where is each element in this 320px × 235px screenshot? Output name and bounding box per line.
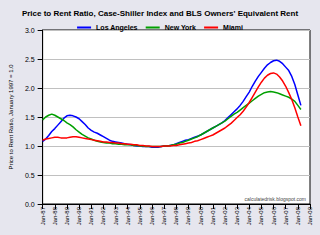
svg-text:Jan-00: Jan-00: [198, 206, 204, 225]
svg-text:2.5: 2.5: [25, 56, 35, 63]
svg-text:Jan-06: Jan-06: [271, 206, 277, 225]
svg-text:Jan-09: Jan-09: [307, 206, 313, 225]
svg-text:Jan-88: Jan-88: [52, 206, 58, 225]
svg-text:Price to Rent Ratio, Case-Shil: Price to Rent Ratio, Case-Shiller Index …: [22, 9, 299, 18]
svg-text:2.0: 2.0: [25, 85, 35, 92]
svg-text:0.0: 0.0: [25, 201, 35, 208]
svg-text:1.5: 1.5: [25, 114, 35, 121]
svg-text:Jan-98: Jan-98: [173, 206, 179, 225]
svg-text:Jan-03: Jan-03: [234, 206, 240, 225]
svg-text:Jan-05: Jan-05: [258, 206, 264, 225]
svg-text:Jan-92: Jan-92: [100, 206, 106, 225]
svg-text:Jan-93: Jan-93: [113, 206, 119, 225]
svg-text:Jan-99: Jan-99: [185, 206, 191, 225]
svg-text:Jan-90: Jan-90: [76, 206, 82, 225]
svg-text:Jan-96: Jan-96: [149, 206, 155, 225]
svg-text:Jan-04: Jan-04: [246, 206, 252, 225]
svg-text:calculatedrisk.blogspot.com: calculatedrisk.blogspot.com: [245, 196, 306, 202]
svg-text:Jan-94: Jan-94: [125, 206, 131, 225]
svg-text:New York: New York: [165, 24, 196, 31]
svg-text:Miami: Miami: [223, 24, 243, 31]
svg-text:Jan-87: Jan-87: [40, 206, 46, 225]
svg-text:Jan-89: Jan-89: [64, 206, 70, 225]
svg-text:Jan-08: Jan-08: [295, 206, 301, 225]
svg-text:Price to Rent Ratio, January 1: Price to Rent Ratio, January 1997 = 1.0: [8, 64, 14, 170]
svg-text:1.0: 1.0: [25, 143, 35, 150]
svg-text:Jan-02: Jan-02: [222, 206, 228, 225]
svg-text:Jan-95: Jan-95: [137, 206, 143, 225]
svg-text:Jan-91: Jan-91: [88, 206, 94, 225]
svg-text:Jan-01: Jan-01: [210, 206, 216, 225]
svg-text:Jan-07: Jan-07: [283, 206, 289, 225]
svg-text:0.5: 0.5: [25, 172, 35, 179]
svg-text:3.0: 3.0: [25, 27, 35, 34]
svg-text:Los Angeles: Los Angeles: [96, 24, 137, 32]
svg-text:Jan-97: Jan-97: [161, 206, 167, 225]
